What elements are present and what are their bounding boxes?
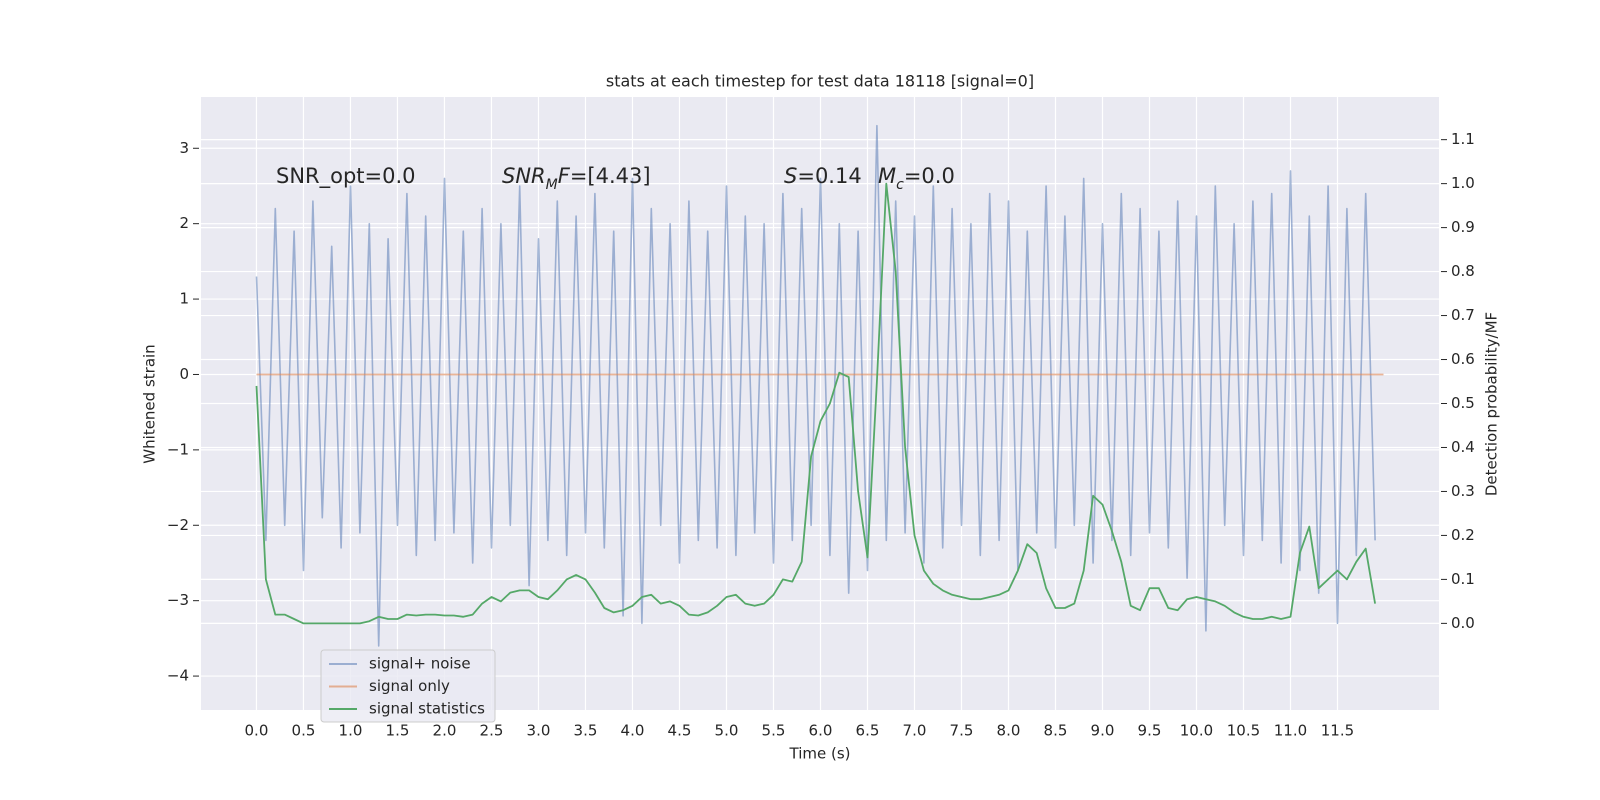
- annotation-part: =0.14: [797, 164, 861, 188]
- x-tick-label: 0.5: [292, 722, 316, 740]
- annotation: SNRMF=[4.43]: [502, 164, 651, 193]
- y2-tick-label: 1.1: [1451, 130, 1475, 148]
- legend-label: signal only: [369, 677, 450, 695]
- x-tick-label: 2.5: [480, 722, 504, 740]
- annotation-part: c: [896, 177, 904, 193]
- series-line: [255, 124, 1376, 647]
- legend-box: [320, 649, 496, 723]
- chart-title: stats at each timestep for test data 181…: [606, 72, 1034, 91]
- legend: signal+ noise signal only signal statistic…: [320, 649, 496, 723]
- y2-tick-label: 0.6: [1451, 350, 1475, 368]
- y2-tick-label: 0.0: [1451, 614, 1475, 632]
- annotation-part: =0.0: [904, 164, 955, 188]
- annotation: SNR_opt=0.0: [276, 164, 416, 189]
- annotation-part: F: [558, 164, 571, 188]
- y2-axis-label: Detection probability/MF: [1483, 312, 1501, 496]
- y-axis-label: Whitened strain: [141, 344, 159, 463]
- y-tick-label: 1: [179, 290, 189, 308]
- x-tick-label: 6.5: [856, 722, 880, 740]
- x-tick-label: 8.5: [1044, 722, 1068, 740]
- x-tick-label: 5.5: [762, 722, 786, 740]
- y-tick-label: −3: [167, 591, 189, 609]
- y2-tick-label: 0.3: [1451, 482, 1475, 500]
- x-tick-label: 1.0: [339, 722, 363, 740]
- y-tick-label: 2: [179, 214, 189, 232]
- x-tick-label: 4.5: [668, 722, 692, 740]
- x-tick-label: 3.5: [574, 722, 598, 740]
- x-tick-label: 0.0: [245, 722, 269, 740]
- x-tick-label: 9.5: [1138, 722, 1162, 740]
- y-tick-label: −1: [167, 440, 189, 458]
- x-tick-label: 2.0: [433, 722, 457, 740]
- annotation: S=0.14: [784, 164, 862, 188]
- x-tick-label: 10.0: [1180, 722, 1213, 740]
- annotation-part: M: [546, 177, 558, 193]
- y2-tick-label: 0.2: [1451, 526, 1475, 544]
- annotation-part: M: [878, 164, 896, 188]
- y-tick-label: −2: [167, 516, 189, 534]
- y2-tick-label: 0.5: [1451, 394, 1475, 412]
- x-tick-label: 9.0: [1091, 722, 1115, 740]
- legend-label: signal+ noise: [369, 655, 471, 673]
- y2-tick-label: 0.8: [1451, 262, 1475, 280]
- y2-tick-label: 1.0: [1451, 174, 1475, 192]
- x-tick-label: 10.5: [1227, 722, 1260, 740]
- annotation-part: S: [784, 164, 797, 188]
- x-tick-label: 4.0: [621, 722, 645, 740]
- x-axis-label: Time (s): [789, 745, 851, 763]
- y2-tick-label: 0.9: [1451, 218, 1475, 236]
- annotation-part: SNR: [502, 164, 546, 188]
- y2-tick-label: 0.7: [1451, 306, 1475, 324]
- x-tick-label: 8.0: [997, 722, 1021, 740]
- annotation-part: =[4.43]: [570, 164, 651, 188]
- series-line: [255, 182, 1376, 625]
- x-tick-label: 3.0: [527, 722, 551, 740]
- x-tick-label: 1.5: [386, 722, 410, 740]
- y2-tick-label: 0.1: [1451, 570, 1475, 588]
- annotation: Mc=0.0: [878, 164, 955, 193]
- legend-label: signal statistics: [369, 700, 485, 718]
- y-tick-label: −4: [167, 667, 189, 685]
- x-tick-label: 6.0: [809, 722, 833, 740]
- x-tick-label: 11.5: [1321, 722, 1354, 740]
- x-tick-label: 5.0: [715, 722, 739, 740]
- x-tick-label: 7.0: [903, 722, 927, 740]
- y2-tick-label: 0.4: [1451, 438, 1475, 456]
- y-tick-label: 0: [179, 365, 189, 383]
- y-tick-label: 3: [179, 139, 189, 157]
- x-tick-label: 11.0: [1274, 722, 1307, 740]
- annotation-part: SNR_opt=0.0: [276, 164, 416, 189]
- x-tick-label: 7.5: [950, 722, 974, 740]
